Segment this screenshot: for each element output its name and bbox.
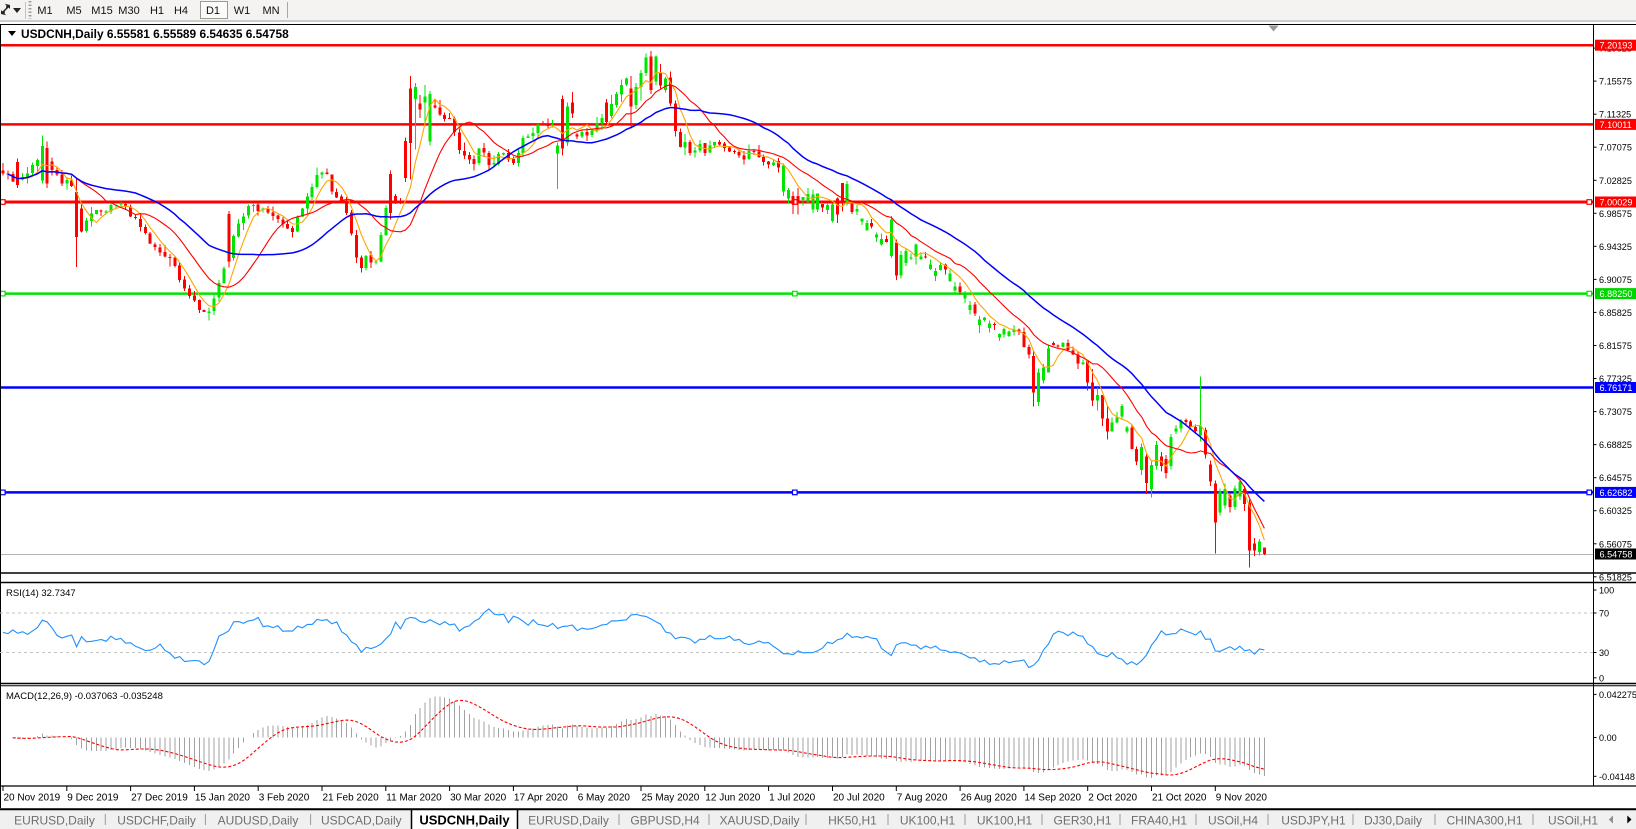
svg-text:6.88250: 6.88250: [1600, 289, 1633, 299]
svg-text:6.85825: 6.85825: [1599, 308, 1632, 318]
svg-text:25 May 2020: 25 May 2020: [642, 793, 700, 804]
svg-text:21 Feb 2020: 21 Feb 2020: [323, 793, 380, 804]
svg-text:6.56075: 6.56075: [1599, 539, 1632, 549]
svg-text:0.042275: 0.042275: [1599, 690, 1636, 700]
svg-text:0.00: 0.00: [1599, 733, 1617, 743]
svg-text:7.20193: 7.20193: [1600, 41, 1633, 51]
svg-text:UK100,H1: UK100,H1: [977, 814, 1033, 828]
svg-text:H1: H1: [150, 5, 164, 17]
svg-text:7.00029: 7.00029: [1600, 198, 1633, 208]
svg-text:9 Nov 2020: 9 Nov 2020: [1216, 793, 1268, 804]
svg-text:USDCHF,Daily: USDCHF,Daily: [117, 814, 196, 828]
svg-text:11 Mar 2020: 11 Mar 2020: [386, 793, 442, 804]
svg-text:H4: H4: [174, 5, 188, 17]
svg-text:M1: M1: [37, 5, 52, 17]
svg-text:2 Oct 2020: 2 Oct 2020: [1088, 793, 1137, 804]
svg-text:UK100,H1: UK100,H1: [900, 814, 956, 828]
svg-text:7.11325: 7.11325: [1599, 110, 1631, 120]
svg-text:7.02825: 7.02825: [1599, 176, 1632, 186]
svg-text:14 Sep 2020: 14 Sep 2020: [1024, 793, 1081, 804]
svg-text:27 Dec 2019: 27 Dec 2019: [131, 793, 188, 804]
svg-text:D1: D1: [206, 5, 220, 17]
svg-text:EURUSD,Daily: EURUSD,Daily: [528, 814, 609, 828]
svg-text:17 Apr 2020: 17 Apr 2020: [514, 793, 568, 804]
svg-text:30: 30: [1599, 648, 1609, 658]
svg-text:6.77325: 6.77325: [1599, 374, 1632, 384]
svg-text:6.73075: 6.73075: [1599, 407, 1632, 417]
svg-text:0: 0: [1599, 673, 1604, 683]
svg-text:6.94325: 6.94325: [1599, 242, 1632, 252]
svg-text:7.07075: 7.07075: [1599, 143, 1632, 153]
svg-text:GBPUSD,H4: GBPUSD,H4: [630, 814, 700, 828]
svg-text:FRA40,H1: FRA40,H1: [1131, 814, 1187, 828]
svg-text:USDCNH,Daily: USDCNH,Daily: [419, 813, 510, 828]
svg-text:12 Jun 2020: 12 Jun 2020: [705, 793, 760, 804]
svg-text:26 Aug 2020: 26 Aug 2020: [961, 793, 1018, 804]
svg-text:70: 70: [1599, 609, 1609, 619]
svg-text:M5: M5: [66, 5, 81, 17]
svg-text:6.62682: 6.62682: [1600, 488, 1633, 498]
svg-text:6.81575: 6.81575: [1599, 341, 1632, 351]
svg-text:-0.04148: -0.04148: [1599, 772, 1635, 782]
svg-text:GER30,H1: GER30,H1: [1053, 814, 1111, 828]
svg-text:6.68825: 6.68825: [1599, 440, 1632, 450]
svg-text:RSI(14) 32.7347: RSI(14) 32.7347: [6, 588, 76, 599]
svg-text:6.90075: 6.90075: [1599, 275, 1632, 285]
svg-text:1 Jul 2020: 1 Jul 2020: [769, 793, 816, 804]
svg-text:9 Dec 2019: 9 Dec 2019: [67, 793, 119, 804]
svg-text:15 Jan 2020: 15 Jan 2020: [195, 793, 250, 804]
svg-text:XAUUSD,Daily: XAUUSD,Daily: [719, 814, 799, 828]
svg-text:USDCAD,Daily: USDCAD,Daily: [321, 814, 402, 828]
svg-text:AUDUSD,Daily: AUDUSD,Daily: [218, 814, 299, 828]
svg-text:USOil,H4: USOil,H4: [1208, 814, 1258, 828]
svg-text:6.51825: 6.51825: [1599, 572, 1632, 582]
svg-text:6 May 2020: 6 May 2020: [578, 793, 631, 804]
svg-text:MACD(12,26,9) -0.037063 -0.035: MACD(12,26,9) -0.037063 -0.035248: [6, 691, 163, 702]
svg-text:EURUSD,Daily: EURUSD,Daily: [14, 814, 95, 828]
svg-text:7 Aug 2020: 7 Aug 2020: [897, 793, 948, 804]
svg-text:USOil,H1: USOil,H1: [1548, 814, 1598, 828]
svg-text:21 Oct 2020: 21 Oct 2020: [1152, 793, 1207, 804]
svg-text:7.15575: 7.15575: [1599, 77, 1632, 87]
svg-text:6.76171: 6.76171: [1600, 383, 1633, 393]
svg-text:USDJPY,H1: USDJPY,H1: [1281, 814, 1346, 828]
svg-text:6.54758: 6.54758: [1600, 550, 1633, 560]
svg-text:6.64575: 6.64575: [1599, 473, 1632, 483]
svg-text:100: 100: [1599, 586, 1614, 596]
svg-text:W1: W1: [234, 5, 251, 17]
svg-text:USDCNH,Daily 6.55581 6.55589: USDCNH,Daily 6.55581 6.55589 6.54635 6.5…: [21, 27, 289, 41]
svg-text:M30: M30: [118, 5, 139, 17]
svg-text:CHINA300,H1: CHINA300,H1: [1446, 814, 1522, 828]
svg-text:MN: MN: [262, 5, 279, 17]
svg-text:30 Mar 2020: 30 Mar 2020: [450, 793, 507, 804]
svg-text:3 Feb 2020: 3 Feb 2020: [259, 793, 310, 804]
svg-text:HK50,H1: HK50,H1: [828, 814, 877, 828]
svg-text:6.60325: 6.60325: [1599, 506, 1632, 516]
svg-text:20 Jul 2020: 20 Jul 2020: [833, 793, 885, 804]
svg-text:7.10011: 7.10011: [1600, 120, 1632, 130]
svg-text:20 Nov 2019: 20 Nov 2019: [4, 793, 61, 804]
svg-text:DJ30,Daily: DJ30,Daily: [1364, 814, 1422, 828]
svg-text:6.98575: 6.98575: [1599, 209, 1632, 219]
svg-text:M15: M15: [91, 5, 112, 17]
